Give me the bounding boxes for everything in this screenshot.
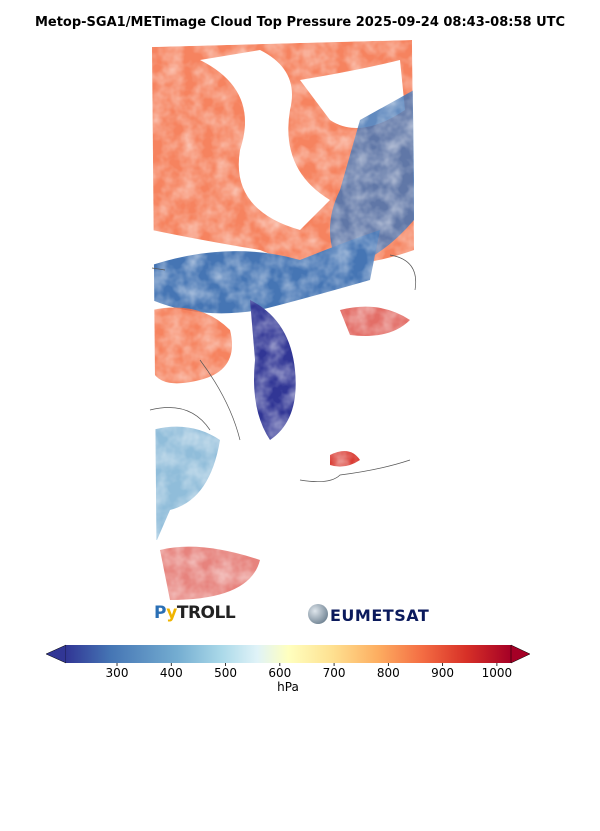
colorbar-tick-label: 300 <box>105 666 129 680</box>
colorbar-gradient <box>66 645 511 663</box>
colorbar-min-extend <box>45 644 67 664</box>
colorbar-tick-label: 500 <box>214 666 237 680</box>
colorbar-unit-label: hPa <box>277 680 299 694</box>
colorbar-tick-label: 700 <box>322 666 346 680</box>
colorbar-tick-label: 900 <box>431 666 455 680</box>
colorbar-tick-label: 1000 <box>481 666 513 680</box>
satellite-swath <box>152 40 420 600</box>
colorbar-tick-label: 600 <box>268 666 292 680</box>
colorbar-tick-label: 800 <box>376 666 400 680</box>
pytroll-logo: PyTROLL <box>154 603 236 623</box>
eumetsat-globe-icon <box>308 604 328 624</box>
coastlines <box>149 254 417 482</box>
colorbar-max-extend <box>510 644 531 664</box>
colorbar-tick-label: 400 <box>159 666 183 680</box>
eumetsat-logo: EUMETSAT <box>330 606 430 625</box>
figure-title: Metop-SGA1/METimage Cloud Top Pressure 2… <box>34 15 566 30</box>
